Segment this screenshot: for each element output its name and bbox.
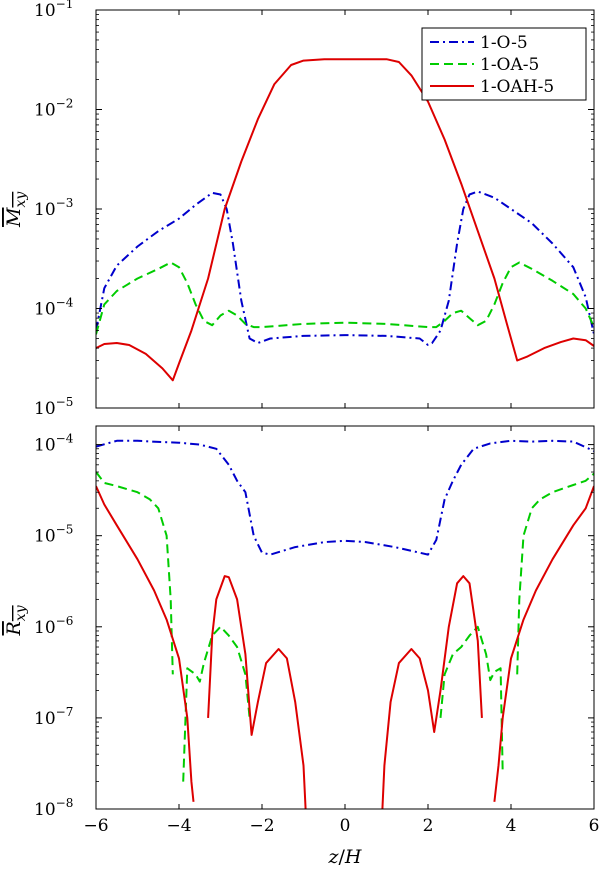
- y-tick-label: 10−4: [34, 296, 74, 320]
- series-line-1-oah-5-seg-3: [493, 485, 594, 802]
- y-tick-label: 10−6: [34, 614, 73, 638]
- x-tick-label: −4: [166, 816, 191, 836]
- series-line-1-oa-5-seg-2: [439, 625, 504, 773]
- y-tick-label: 10−5: [34, 395, 73, 419]
- y-tick-label: 10−8: [34, 796, 73, 820]
- series-line-1-o-5-seg-0: [96, 190, 594, 346]
- x-tick-label: 4: [506, 816, 517, 836]
- x-tick-label: −6: [83, 816, 108, 836]
- series-line-1-oah-5-seg-0: [96, 485, 195, 802]
- legend-label-1-o-5: 1-O-5: [480, 33, 528, 53]
- y-tick-label: 10−7: [34, 705, 73, 729]
- bottom-panel-rxy: −6 −4 −2 0 2 4 6 10−8 10−7 10−6 10−5 10−4 Rxy z/H: [3, 425, 600, 868]
- x-axis-title: z/H: [328, 846, 362, 868]
- y-tick-label: 10−4: [34, 432, 74, 456]
- y-tick-label: 10−3: [34, 196, 73, 220]
- legend-label-1-oah-5: 1-OAH-5: [480, 77, 554, 97]
- series-line-1-oa-5-seg-0: [96, 261, 594, 335]
- series-line-1-o-5-seg-0: [96, 439, 594, 556]
- y-tick-label: 10−2: [34, 97, 73, 121]
- x-tick-label: 2: [423, 816, 434, 836]
- x-tick-label: 0: [340, 816, 351, 836]
- series-line-1-oah-5-seg-2: [381, 575, 483, 809]
- y-tick-label: 10−5: [34, 523, 73, 547]
- series-line-1-oa-5-seg-0: [96, 471, 174, 675]
- y-tick-label: 10−1: [34, 0, 73, 21]
- series-line-1-oah-5-seg-0: [96, 58, 594, 382]
- y-axis-title: Mxy: [3, 191, 29, 228]
- series-line-1-oa-5-seg-1: [182, 625, 251, 782]
- top-panel-mxy: 10−5 10−4 10−3 10−2 10−1 Mxy 1-O-51-OA-51-OAH-…: [3, 0, 595, 419]
- y-axis-title: Rxy: [3, 604, 29, 636]
- series-line-1-oah-5-seg-1: [207, 575, 307, 809]
- legend-label-1-oa-5: 1-OA-5: [480, 55, 539, 75]
- x-tick-label: 6: [589, 816, 600, 836]
- x-tick-label: −2: [249, 816, 274, 836]
- series-line-1-oa-5-seg-3: [516, 472, 594, 675]
